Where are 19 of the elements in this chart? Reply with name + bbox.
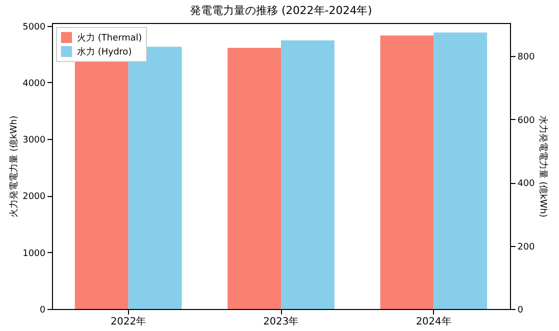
x-tick-label: 2023年	[263, 316, 299, 328]
y2-tick-label: 0	[518, 306, 524, 316]
x-tick-label: 2024年	[416, 316, 452, 328]
chart-title: 発電電力量の推移 (2022年-2024年)	[190, 4, 372, 17]
y-tick-label: 4000	[22, 78, 46, 89]
y2-tick-label: 200	[518, 242, 535, 252]
legend-label: 水力 (Hydro)	[77, 46, 132, 58]
y2-tick-label: 400	[518, 179, 535, 190]
y-tick-label: 1000	[22, 248, 46, 259]
y-tick-label: 2000	[22, 192, 46, 202]
y-tick-label: 0	[40, 306, 46, 316]
y2-axis-title: 水力発電電力量 (億kWh)	[538, 116, 549, 218]
y-tick-label: 3000	[22, 136, 46, 146]
y2-tick-label: 800	[518, 52, 535, 63]
y-tick-label: 5000	[22, 22, 46, 32]
y-axis-title: 火力発電電力量 (億kWh)	[8, 116, 20, 218]
legend-label: 火力 (Thermal)	[77, 32, 142, 44]
x-tick-label: 2022年	[110, 316, 146, 328]
y2-tick-label: 600	[518, 116, 535, 126]
